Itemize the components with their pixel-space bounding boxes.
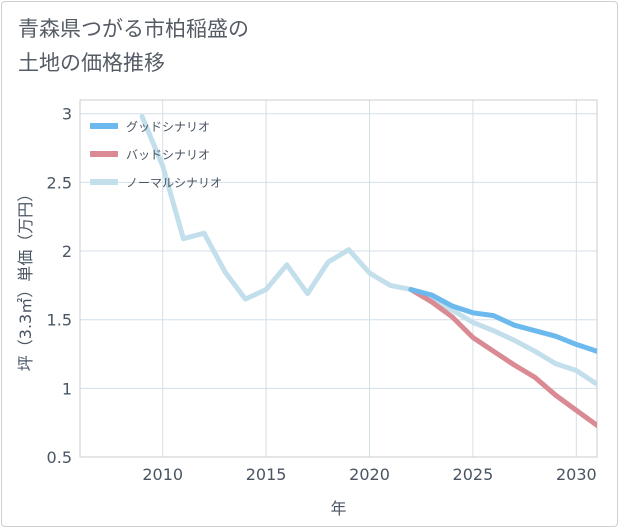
x-tick-label: 2025 [453, 465, 494, 484]
y-tick-label: 1 [62, 379, 72, 398]
x-tick-label: 2010 [142, 465, 183, 484]
y-tick-label: 1.5 [47, 311, 72, 330]
x-tick-label: 2020 [349, 465, 390, 484]
chart-title: 青森県つがる市柏稲盛の 土地の価格推移 [18, 17, 249, 75]
series-line-0 [408, 287, 597, 354]
legend-label: ノーマルシナリオ [126, 176, 222, 190]
series-lines [139, 114, 597, 428]
series-line-2 [139, 114, 597, 387]
x-tick-label: 2015 [246, 465, 287, 484]
plot-frame [79, 99, 598, 458]
x-axis-ticks: 2010 2015 2020 2025 2030 [142, 465, 596, 484]
legend-label: バッドシナリオ [126, 148, 210, 162]
grid [80, 100, 597, 458]
y-tick-label: 0.5 [47, 448, 72, 467]
x-tick-label: 2030 [556, 465, 597, 484]
y-axis-label: 坪（3.3㎡）単価（万円） [16, 186, 35, 371]
y-axis-ticks: 0.5 1 1.5 2 2.5 3 [47, 105, 72, 467]
y-tick-label: 2 [62, 242, 72, 261]
series-line-1 [408, 287, 597, 428]
legend-label: グッドシナリオ [126, 120, 210, 134]
y-tick-label: 3 [62, 105, 72, 124]
x-axis-label: 年 [330, 499, 346, 518]
y-tick-label: 2.5 [47, 173, 72, 192]
